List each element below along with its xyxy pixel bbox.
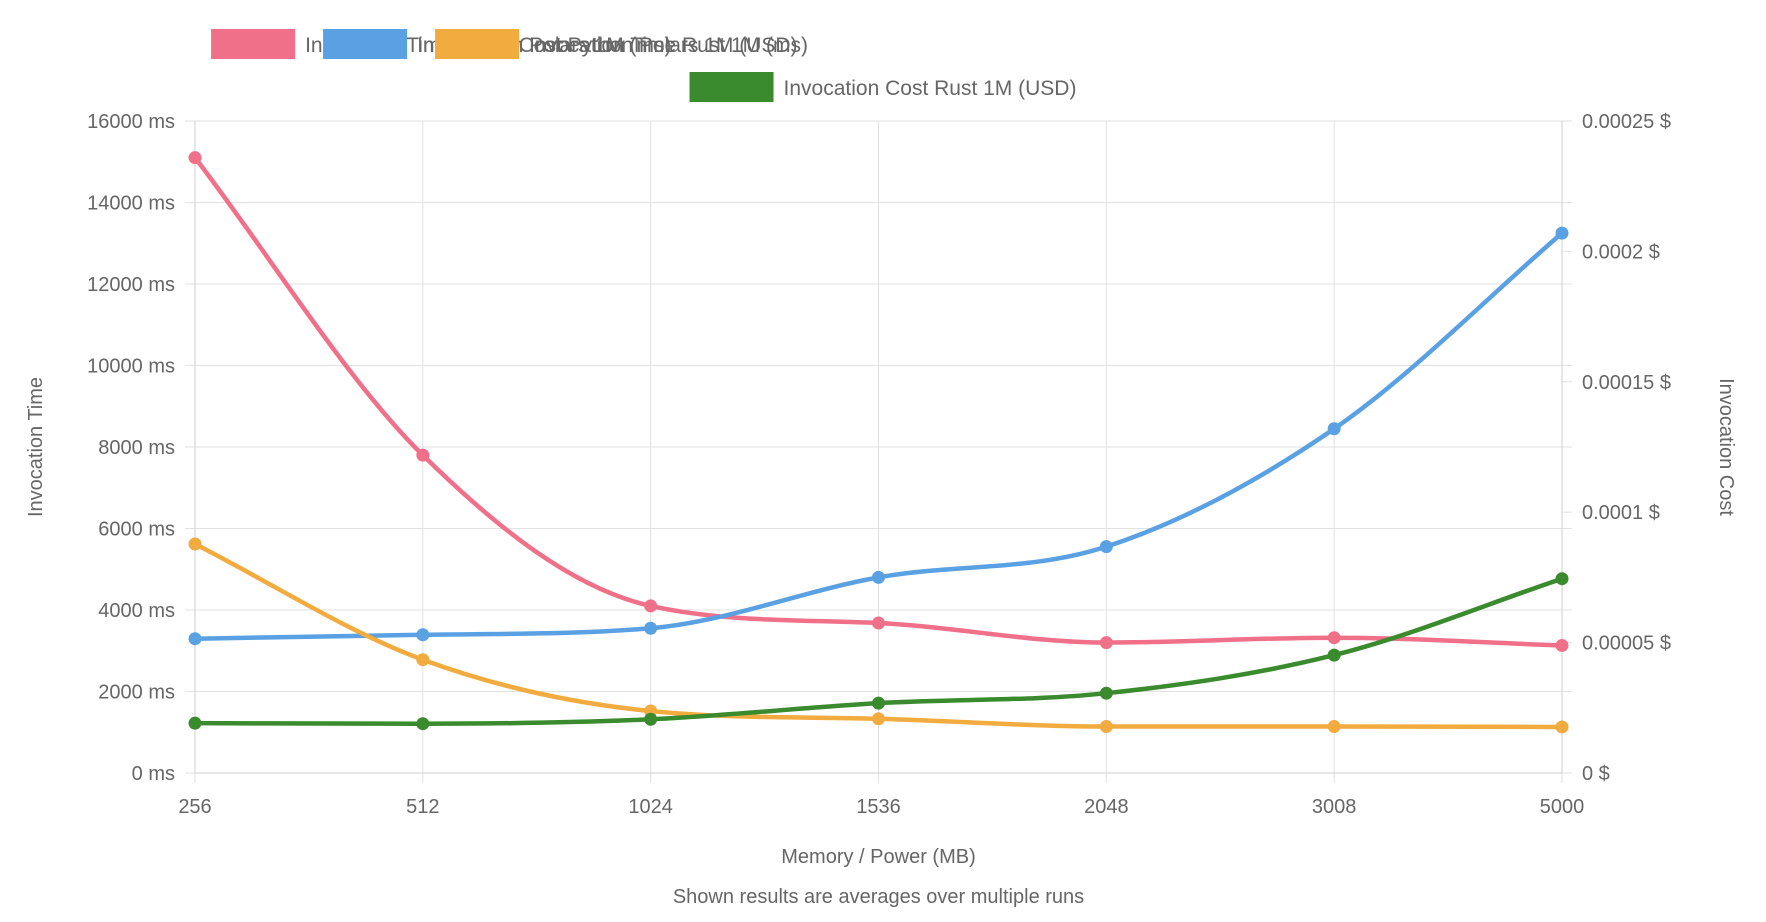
y-left-tick-label: 4000 ms [98,600,175,622]
y-left-tick-label: 0 ms [132,763,175,785]
data-point[interactable] [1099,686,1113,700]
grid [185,120,1572,783]
data-point[interactable] [188,151,202,165]
y-left-tick-label: 16000 ms [87,111,175,133]
data-point[interactable] [644,621,658,635]
series-3 [188,537,1569,734]
y-left-tick-label: 12000 ms [87,274,175,296]
data-point[interactable] [1099,636,1113,650]
data-point[interactable] [644,599,658,613]
y-left-tick-label: 6000 ms [98,519,175,541]
data-point[interactable] [1327,648,1341,662]
series-lines [188,151,1569,734]
y-right-tick-label: 0.00015 $ [1582,372,1671,394]
series-2 [188,226,1569,646]
x-axis-title: Memory / Power (MB) [781,846,975,868]
data-point[interactable] [1555,720,1569,734]
data-point[interactable] [1555,226,1569,240]
data-point[interactable] [416,448,430,462]
data-point[interactable] [1327,631,1341,645]
y-right-axis-title: Invocation Cost [1715,378,1737,516]
data-point[interactable] [1327,720,1341,734]
data-point[interactable] [416,653,430,667]
series-4 [188,572,1569,731]
legend-swatch [689,72,774,102]
x-tick-label: 256 [178,796,211,818]
x-tick-label: 2048 [1084,796,1129,818]
data-point[interactable] [416,628,430,642]
legend-swatch [323,29,408,59]
y-left-axis-title: Invocation Time [25,377,47,517]
data-point[interactable] [1099,540,1113,554]
y-left-tick-label: 8000 ms [98,437,175,459]
data-point[interactable] [872,696,885,710]
data-point[interactable] [188,537,202,551]
y-right-tick-label: 0.00025 $ [1582,111,1671,133]
legend-item[interactable]: Invocation Time Rust 1M (ms) [435,29,808,59]
data-point[interactable] [644,712,658,726]
series-1 [188,151,1569,652]
x-tick-label: 1536 [856,796,901,818]
data-point[interactable] [1327,422,1341,436]
data-point[interactable] [416,717,430,731]
x-tick-label: 1024 [628,796,673,818]
data-point[interactable] [188,716,202,730]
x-tick-label: 512 [406,796,439,818]
x-tick-label: 3008 [1312,796,1357,818]
data-point[interactable] [872,616,885,630]
y-right-tick-label: 0.00005 $ [1582,633,1671,655]
y-right-tick-label: 0 $ [1582,763,1610,785]
data-point[interactable] [872,570,885,584]
legend-swatch [435,29,520,59]
legend-item[interactable]: Invocation Cost Rust 1M (USD) [689,72,1077,102]
y-right-tick-label: 0.0001 $ [1582,502,1660,524]
chart-subtitle: Shown results are averages over multiple… [673,886,1084,908]
legend-swatch [211,29,296,59]
data-point[interactable] [1555,572,1569,586]
legend-label: Invocation Cost Rust 1M (USD) [784,77,1077,100]
legend: Invocation Time Python Polars 1M (ms)Inv… [211,29,1076,102]
data-point[interactable] [188,632,202,646]
y-left-tick-label: 14000 ms [87,193,175,215]
x-tick-label: 5000 [1540,796,1585,818]
data-point[interactable] [1555,638,1569,652]
data-point[interactable] [872,712,885,726]
y-left-tick-label: 10000 ms [87,356,175,378]
axes: 16000 ms 14000 ms 12000 ms 10000 ms 8000 ms 6… [87,111,1671,818]
data-point[interactable] [1099,720,1113,734]
y-left-tick-label: 2000 ms [98,682,175,704]
legend-label: Invocation Time Rust 1M (ms) [529,34,808,57]
y-right-tick-label: 0.0002 $ [1582,241,1660,263]
